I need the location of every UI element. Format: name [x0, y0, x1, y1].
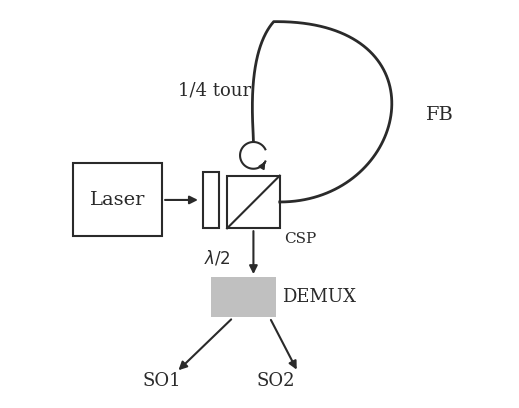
Text: Laser: Laser: [90, 191, 145, 209]
Text: SO1: SO1: [143, 373, 182, 390]
Text: FB: FB: [426, 106, 454, 124]
Text: SO2: SO2: [256, 373, 295, 390]
Bar: [73, 164, 162, 236]
Text: 1/4 tour: 1/4 tour: [179, 82, 252, 100]
Bar: [211, 277, 276, 317]
Bar: [227, 175, 280, 228]
Text: DEMUX: DEMUX: [282, 288, 356, 306]
Text: $\lambda/2$: $\lambda/2$: [203, 248, 230, 268]
Text: CSP: CSP: [284, 233, 316, 246]
Bar: [203, 172, 219, 228]
